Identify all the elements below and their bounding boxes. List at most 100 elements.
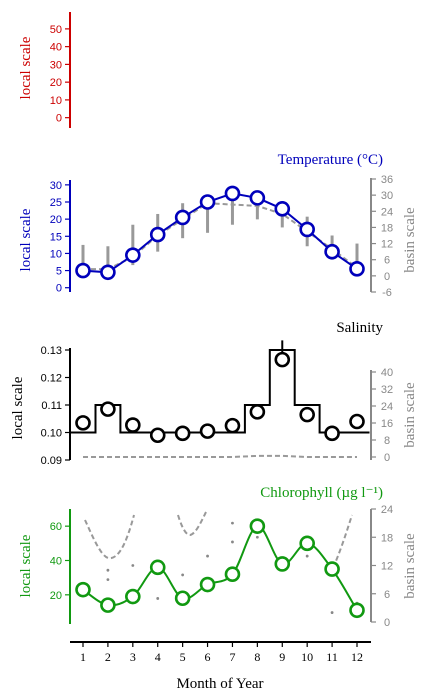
basin-sample-dot	[106, 568, 110, 572]
chlorophyll-y2label: basin scale	[402, 533, 418, 599]
x-axis-tick-label: 1	[80, 650, 86, 664]
basin-sample-dot	[156, 597, 160, 600]
data-point	[75, 262, 91, 279]
basin-mean-line	[83, 454, 357, 458]
right-axis-tick-label: 16	[381, 418, 393, 430]
panel-temperature: Temperature (°C) 0 5 10 15 20 25 30 -6 0 6 12 18 24…	[18, 152, 418, 299]
chlorophyll-right-axis: 0 6 12 18 24	[370, 504, 393, 629]
x-axis-tick-label: 5	[180, 650, 186, 664]
right-axis-tick-label: 24	[381, 401, 393, 413]
left-axis-tick-label: 25	[50, 197, 62, 209]
basin-sample-dot	[206, 554, 209, 558]
left-axis-tick-label: 0	[56, 283, 62, 295]
data-point	[324, 425, 340, 442]
right-axis-tick-label: 40	[381, 367, 393, 379]
panel-salinity: Salinity 0.09 0.10 0.11 0.12 0.13 0 8 16 24 32 40…	[10, 320, 418, 467]
data-point	[349, 602, 365, 619]
basin-sample-dot	[330, 611, 334, 614]
chlorophyll-title: Chlorophyll (µg l⁻¹)	[260, 485, 383, 501]
data-point	[174, 590, 191, 607]
chlorophyll-ylabel: local scale	[18, 534, 34, 597]
data-point	[149, 559, 166, 576]
data-point	[224, 417, 241, 434]
left-axis-tick-label: 30	[50, 180, 62, 192]
data-point	[299, 535, 315, 552]
x-axis: 1 2 3 4 5 6 7 8 9 10 11 12	[70, 641, 371, 664]
left-axis-tick-label: 0.10	[41, 428, 62, 440]
salinity-title: Salinity	[336, 320, 383, 336]
data-point	[274, 351, 291, 368]
basin-sample-dot	[305, 554, 309, 558]
data-point	[199, 423, 216, 439]
basin-sample-dot	[181, 573, 185, 577]
temperature-marks	[75, 185, 365, 281]
data-point	[349, 413, 365, 430]
data-point	[324, 243, 340, 260]
data-point	[274, 201, 291, 217]
data-point	[249, 518, 266, 534]
basin-sample-dot	[231, 540, 234, 544]
data-point	[224, 566, 241, 583]
data-point	[149, 226, 166, 243]
left-axis-tick-label: 0	[56, 113, 62, 125]
right-axis-tick-label: 6	[384, 255, 390, 267]
x-axis-tick-label: 2	[105, 650, 111, 664]
x-axis-label: Month of Year	[176, 676, 263, 692]
temperature-ylabel: local scale	[18, 208, 34, 271]
salinity-y2label: basin scale	[402, 382, 418, 448]
left-axis-tick-label: 0.12	[41, 373, 62, 385]
salinity-step-line	[70, 349, 370, 434]
temperature-line	[82, 192, 358, 274]
x-axis-tick-label: 10	[301, 650, 313, 664]
salinity-right-axis: 0 8 16 24 32 40	[370, 367, 393, 464]
left-axis-tick-label: 15	[50, 231, 62, 243]
right-axis-tick-label: 32	[381, 384, 393, 396]
left-axis-tick-label: 60	[50, 521, 62, 533]
panel-unlabeled-left-axis: 0 10 20 30 40 50	[50, 12, 71, 128]
salinity-left-axis: 0.09 0.10 0.11 0.12 0.13	[41, 345, 71, 467]
data-point	[100, 597, 116, 613]
data-point	[75, 581, 91, 598]
data-point	[299, 406, 315, 423]
chlorophyll-marks	[75, 511, 365, 619]
right-axis-tick-label: 12	[381, 561, 393, 573]
data-point	[100, 401, 116, 417]
basin-sample-dot	[106, 578, 110, 582]
right-axis-tick-label: 18	[381, 222, 393, 234]
salinity-marks	[70, 340, 370, 458]
x-axis-tick-label: 12	[351, 650, 363, 664]
left-axis-tick-label: 40	[50, 42, 62, 54]
data-point	[324, 561, 340, 577]
right-axis-tick-label: 12	[381, 239, 393, 251]
panel-unlabeled: 0 10 20 30 40 50 local scale	[18, 12, 71, 128]
right-axis-tick-label: 0	[384, 452, 390, 464]
left-axis-tick-label: 50	[50, 24, 62, 36]
right-axis-tick-label: 24	[381, 206, 393, 218]
left-axis-tick-label: 20	[50, 77, 62, 89]
left-axis-tick-label: 10	[50, 248, 62, 260]
x-axis-tick-label: 4	[155, 650, 161, 664]
data-point	[199, 576, 216, 593]
panel-unlabeled-ylabel: local scale	[18, 36, 34, 99]
left-axis-tick-label: 0.11	[41, 400, 62, 412]
data-point	[224, 185, 241, 202]
x-axis-tick-label: 9	[279, 650, 285, 664]
salinity-ylabel: local scale	[10, 376, 26, 439]
temperature-title: Temperature (°C)	[278, 152, 383, 168]
data-point	[149, 427, 166, 444]
data-point	[125, 588, 141, 605]
left-axis-tick-label: 0.09	[41, 455, 62, 467]
basin-mean-line	[84, 514, 135, 560]
left-axis-tick-label: 5	[56, 266, 62, 278]
panel-chlorophyll: Chlorophyll (µg l⁻¹) 20 40 60 0 6 12 18 24 loc…	[18, 485, 418, 629]
x-axis-tick-label: 8	[254, 650, 260, 664]
data-point	[100, 264, 116, 281]
data-point	[274, 556, 291, 572]
data-point	[174, 425, 191, 442]
left-axis-tick-label: 0.13	[41, 345, 62, 357]
basin-sample-dot	[131, 564, 135, 567]
x-axis-tick-label: 7	[229, 650, 235, 664]
right-axis-tick-label: 24	[381, 504, 393, 516]
right-axis-tick-label: 18	[381, 532, 393, 544]
chlorophyll-line	[82, 525, 358, 611]
